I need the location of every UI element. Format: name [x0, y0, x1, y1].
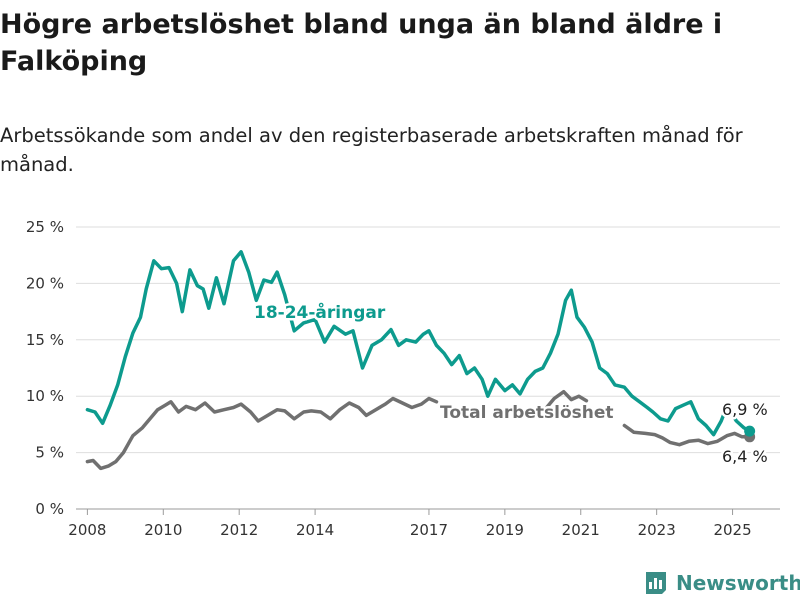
y-tick-label: 10 %	[26, 387, 64, 405]
x-tick-label: 2010	[144, 521, 182, 539]
y-tick-label: 20 %	[26, 274, 64, 292]
line-chart: 0 % 5 % 10 % 15 % 20 % 25 % 2008 2010 2012 2014 20…	[26, 218, 780, 539]
brand-name: Newsworthy	[676, 571, 800, 595]
grid	[76, 226, 780, 510]
total-series-line	[85, 396, 439, 471]
x-tick-label: 2023	[638, 521, 676, 539]
y-tick-label: 15 %	[26, 331, 64, 349]
x-tick-label: 2021	[562, 521, 600, 539]
y-tick-label: 0 %	[35, 500, 64, 518]
brand-logo: Newsworthy	[644, 568, 800, 598]
chart-subtitle: Arbetssökande som andel av den registerb…	[0, 124, 743, 176]
x-tick-label: 2019	[486, 521, 524, 539]
youth-series-label: 18-24-åringar	[254, 301, 386, 323]
x-tick-label: 2014	[296, 521, 334, 539]
y-tick-label: 25 %	[26, 218, 64, 236]
x-tick-label: 2012	[220, 521, 258, 539]
y-tick-label: 5 %	[35, 444, 64, 462]
newsworthy-logo-icon	[646, 572, 666, 594]
x-tick-label: 2025	[713, 521, 751, 539]
youth-series-line	[85, 250, 752, 437]
youth-end-marker	[744, 425, 756, 437]
total-end-value-label: 6,4 %	[722, 447, 768, 466]
x-tick-label: 2008	[68, 521, 106, 539]
total-series-label: Total arbetslöshet	[440, 403, 614, 423]
series-lines	[85, 250, 756, 471]
axis-ticks: 0 % 5 % 10 % 15 % 20 % 25 % 2008 2010 2012 2014 20…	[26, 218, 752, 539]
youth-end-value-label: 6,9 %	[722, 400, 768, 419]
series-labels: 18-24-åringar Total arbetslöshet 6,9 % 6,4 …	[252, 299, 771, 469]
chart-title: Högre arbetslöshet bland unga än bland ä…	[0, 9, 723, 77]
total-series-line-segment	[544, 389, 589, 410]
total-series-line-segment	[622, 423, 752, 447]
x-tick-label: 2017	[410, 521, 448, 539]
